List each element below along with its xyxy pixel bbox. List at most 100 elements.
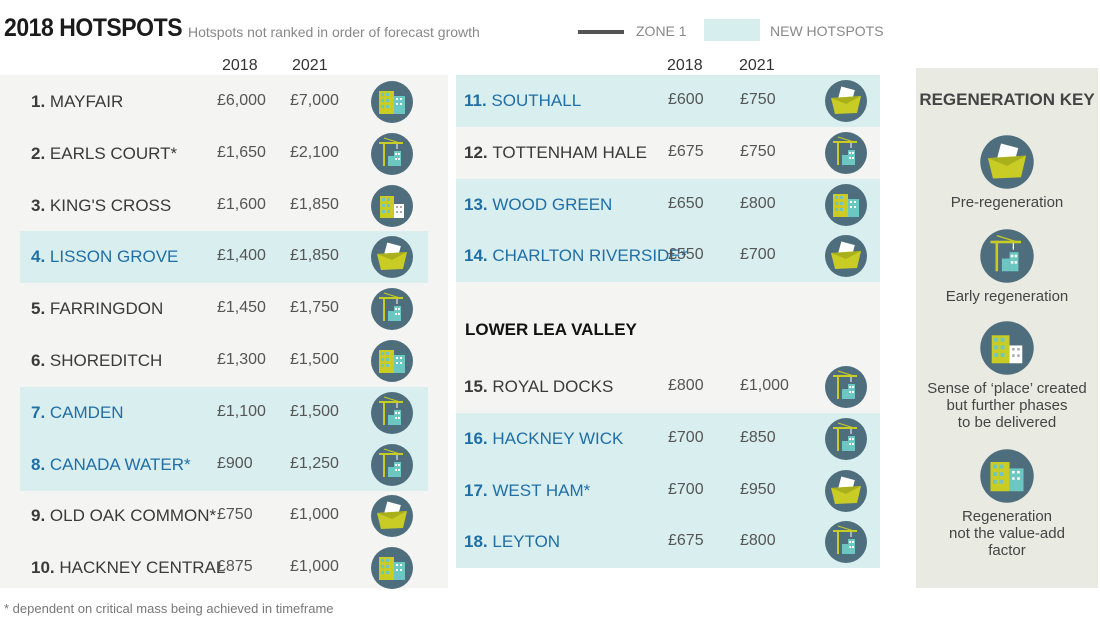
value-2018: £675 <box>668 142 704 160</box>
hotspot-name: 1. MAYFAIR <box>31 92 123 112</box>
hotspot-row-tottenham-hale: 12. TOTTENHAM HALE £675 £750 <box>456 127 880 179</box>
value-2021: £800 <box>740 532 776 550</box>
key-item-label: Early regeneration <box>945 288 1069 305</box>
hotspot-name: 6. SHOREDITCH <box>31 351 162 371</box>
right-col-2018-header: 2018 <box>667 57 703 74</box>
hotspot-row-shoreditch: 6. SHOREDITCH £1,300 £1,500 <box>20 335 428 387</box>
hotspot-name: 13. WOOD GREEN <box>464 195 612 215</box>
hotspot-rank: 9. <box>31 506 50 526</box>
building-icon <box>370 339 414 383</box>
crane-icon <box>370 287 414 331</box>
hotspot-name: 8. CANADA WATER* <box>31 455 191 475</box>
key-item-pre-regeneration: Pre-regeneration <box>916 134 1098 211</box>
hotspot-row-lisson-grove: 4. LISSON GROVE £1,400 £1,850 <box>20 231 428 284</box>
value-2021: £7,000 <box>290 92 339 109</box>
hotspot-name: 16. HACKNEY WICK <box>464 429 623 449</box>
value-2021: £1,750 <box>290 299 339 317</box>
hotspot-label: KING'S CROSS <box>49 195 172 215</box>
hotspot-label: FARRINGDON <box>49 299 164 319</box>
building-icon <box>370 546 414 590</box>
crane-icon <box>370 443 414 487</box>
hotspot-label: HACKNEY CENTRAL <box>59 558 226 578</box>
crane-icon <box>824 417 868 461</box>
hotspot-label: CHARLTON RIVERSIDE* <box>492 246 688 266</box>
hotspot-row-hackney-central: 10. HACKNEY CENTRAL £875 £1,000 <box>20 542 428 594</box>
hotspot-rank: 4. <box>31 247 50 267</box>
value-2021: £950 <box>740 480 776 498</box>
hotspot-row-camden: 7. CAMDEN £1,100 £1,500 <box>20 386 428 439</box>
value-2021: £1,250 <box>290 454 339 472</box>
hotspot-rank: 8. <box>31 454 50 474</box>
crane-icon <box>824 365 868 409</box>
value-2021: £1,500 <box>290 351 339 368</box>
hotspot-rank: 14. <box>464 246 493 266</box>
legend-zone1-label: ZONE 1 <box>636 23 687 39</box>
legend-zone1-swatch <box>578 30 624 34</box>
hotspot-label: WOOD GREEN <box>492 194 613 214</box>
hotspot-name: 4. LISSON GROVE <box>31 247 178 267</box>
hotspot-name: 12. TOTTENHAM HALE <box>464 143 647 163</box>
crane-icon <box>370 132 414 176</box>
hotspot-row-canada-water: 8. CANADA WATER* £900 £1,250 <box>20 438 428 491</box>
hotspot-label: SHOREDITCH <box>49 351 163 370</box>
key-item-label: Regeneration not the value-add factor <box>949 508 1065 559</box>
value-2018: £875 <box>217 558 253 576</box>
value-2021: £750 <box>740 142 776 160</box>
value-2021: £700 <box>740 246 776 264</box>
hotspot-rank: 17. <box>464 480 493 500</box>
value-2018: £675 <box>668 532 704 550</box>
hotspot-label: ROYAL DOCKS <box>492 377 614 396</box>
hotspot-label: EARLS COURT* <box>49 143 178 163</box>
place-icon <box>979 320 1035 376</box>
value-2021: £2,100 <box>290 143 339 161</box>
value-2018: £1,650 <box>217 143 266 161</box>
value-2018: £700 <box>668 480 704 498</box>
hotspot-name: 17. WEST HAM* <box>464 481 590 501</box>
plan-icon <box>370 235 414 279</box>
value-2018: £600 <box>668 91 704 108</box>
hotspot-label: WEST HAM* <box>492 480 591 500</box>
crane-icon <box>824 131 868 175</box>
legend-new-label: NEW HOTSPOTS <box>770 23 884 39</box>
hotspot-name: 18. LEYTON <box>464 532 560 552</box>
hotspot-rank: 16. <box>464 428 493 448</box>
hotspot-row-west-ham: 17. WEST HAM* £700 £950 <box>456 464 880 517</box>
hotspot-row-wood-green: 13. WOOD GREEN £650 £800 <box>456 178 880 231</box>
hotspot-rank: 6. <box>31 351 50 370</box>
hotspot-label: MAYFAIR <box>49 92 124 111</box>
plan-icon <box>979 134 1035 190</box>
hotspot-label: LISSON GROVE <box>49 247 179 267</box>
value-2018: £750 <box>217 506 253 524</box>
hotspot-row-king-s-cross: 3. KING'S CROSS £1,600 £1,850 <box>20 180 428 232</box>
regeneration-key: REGENERATION KEY Pre-regeneration Early … <box>916 68 1098 588</box>
value-2018: £1,100 <box>217 402 266 420</box>
legend-new-swatch <box>704 19 760 41</box>
hotspot-label: SOUTHALL <box>491 91 582 110</box>
hotspot-rank: 11. <box>464 91 492 110</box>
hotspot-name: 10. HACKNEY CENTRAL <box>31 558 225 578</box>
hotspot-name: 5. FARRINGDON <box>31 299 163 319</box>
hotspot-name: 14. CHARLTON RIVERSIDE* <box>464 246 687 266</box>
hotspot-row-earls-court: 2. EARLS COURT* £1,650 £2,100 <box>20 128 428 180</box>
crane-icon <box>979 228 1035 284</box>
hotspot-label: LEYTON <box>492 532 561 552</box>
hotspot-rank: 1. <box>31 92 50 111</box>
plan-icon <box>824 79 868 123</box>
key-item-regeneration: Regeneration not the value-add factor <box>916 448 1098 559</box>
value-2018: £1,400 <box>217 247 266 265</box>
value-2018: £650 <box>668 194 704 212</box>
value-2021: £1,500 <box>290 402 339 420</box>
value-2018: £1,600 <box>217 195 266 213</box>
value-2021: £1,000 <box>740 377 789 394</box>
hotspot-label: CANADA WATER* <box>49 454 191 474</box>
building-icon <box>370 80 414 124</box>
hotspot-rank: 3. <box>31 195 50 215</box>
hotspot-name: 11. SOUTHALL <box>464 91 581 111</box>
page-subtitle: Hotspots not ranked in order of forecast… <box>188 24 480 40</box>
left-col-2021-header: 2021 <box>292 57 328 74</box>
hotspot-name: 7. CAMDEN <box>31 403 124 423</box>
value-2021: £1,850 <box>290 195 339 213</box>
hotspot-rank: 18. <box>464 532 493 552</box>
hotspot-label: TOTTENHAM HALE <box>492 142 647 162</box>
plan-icon <box>824 469 868 513</box>
